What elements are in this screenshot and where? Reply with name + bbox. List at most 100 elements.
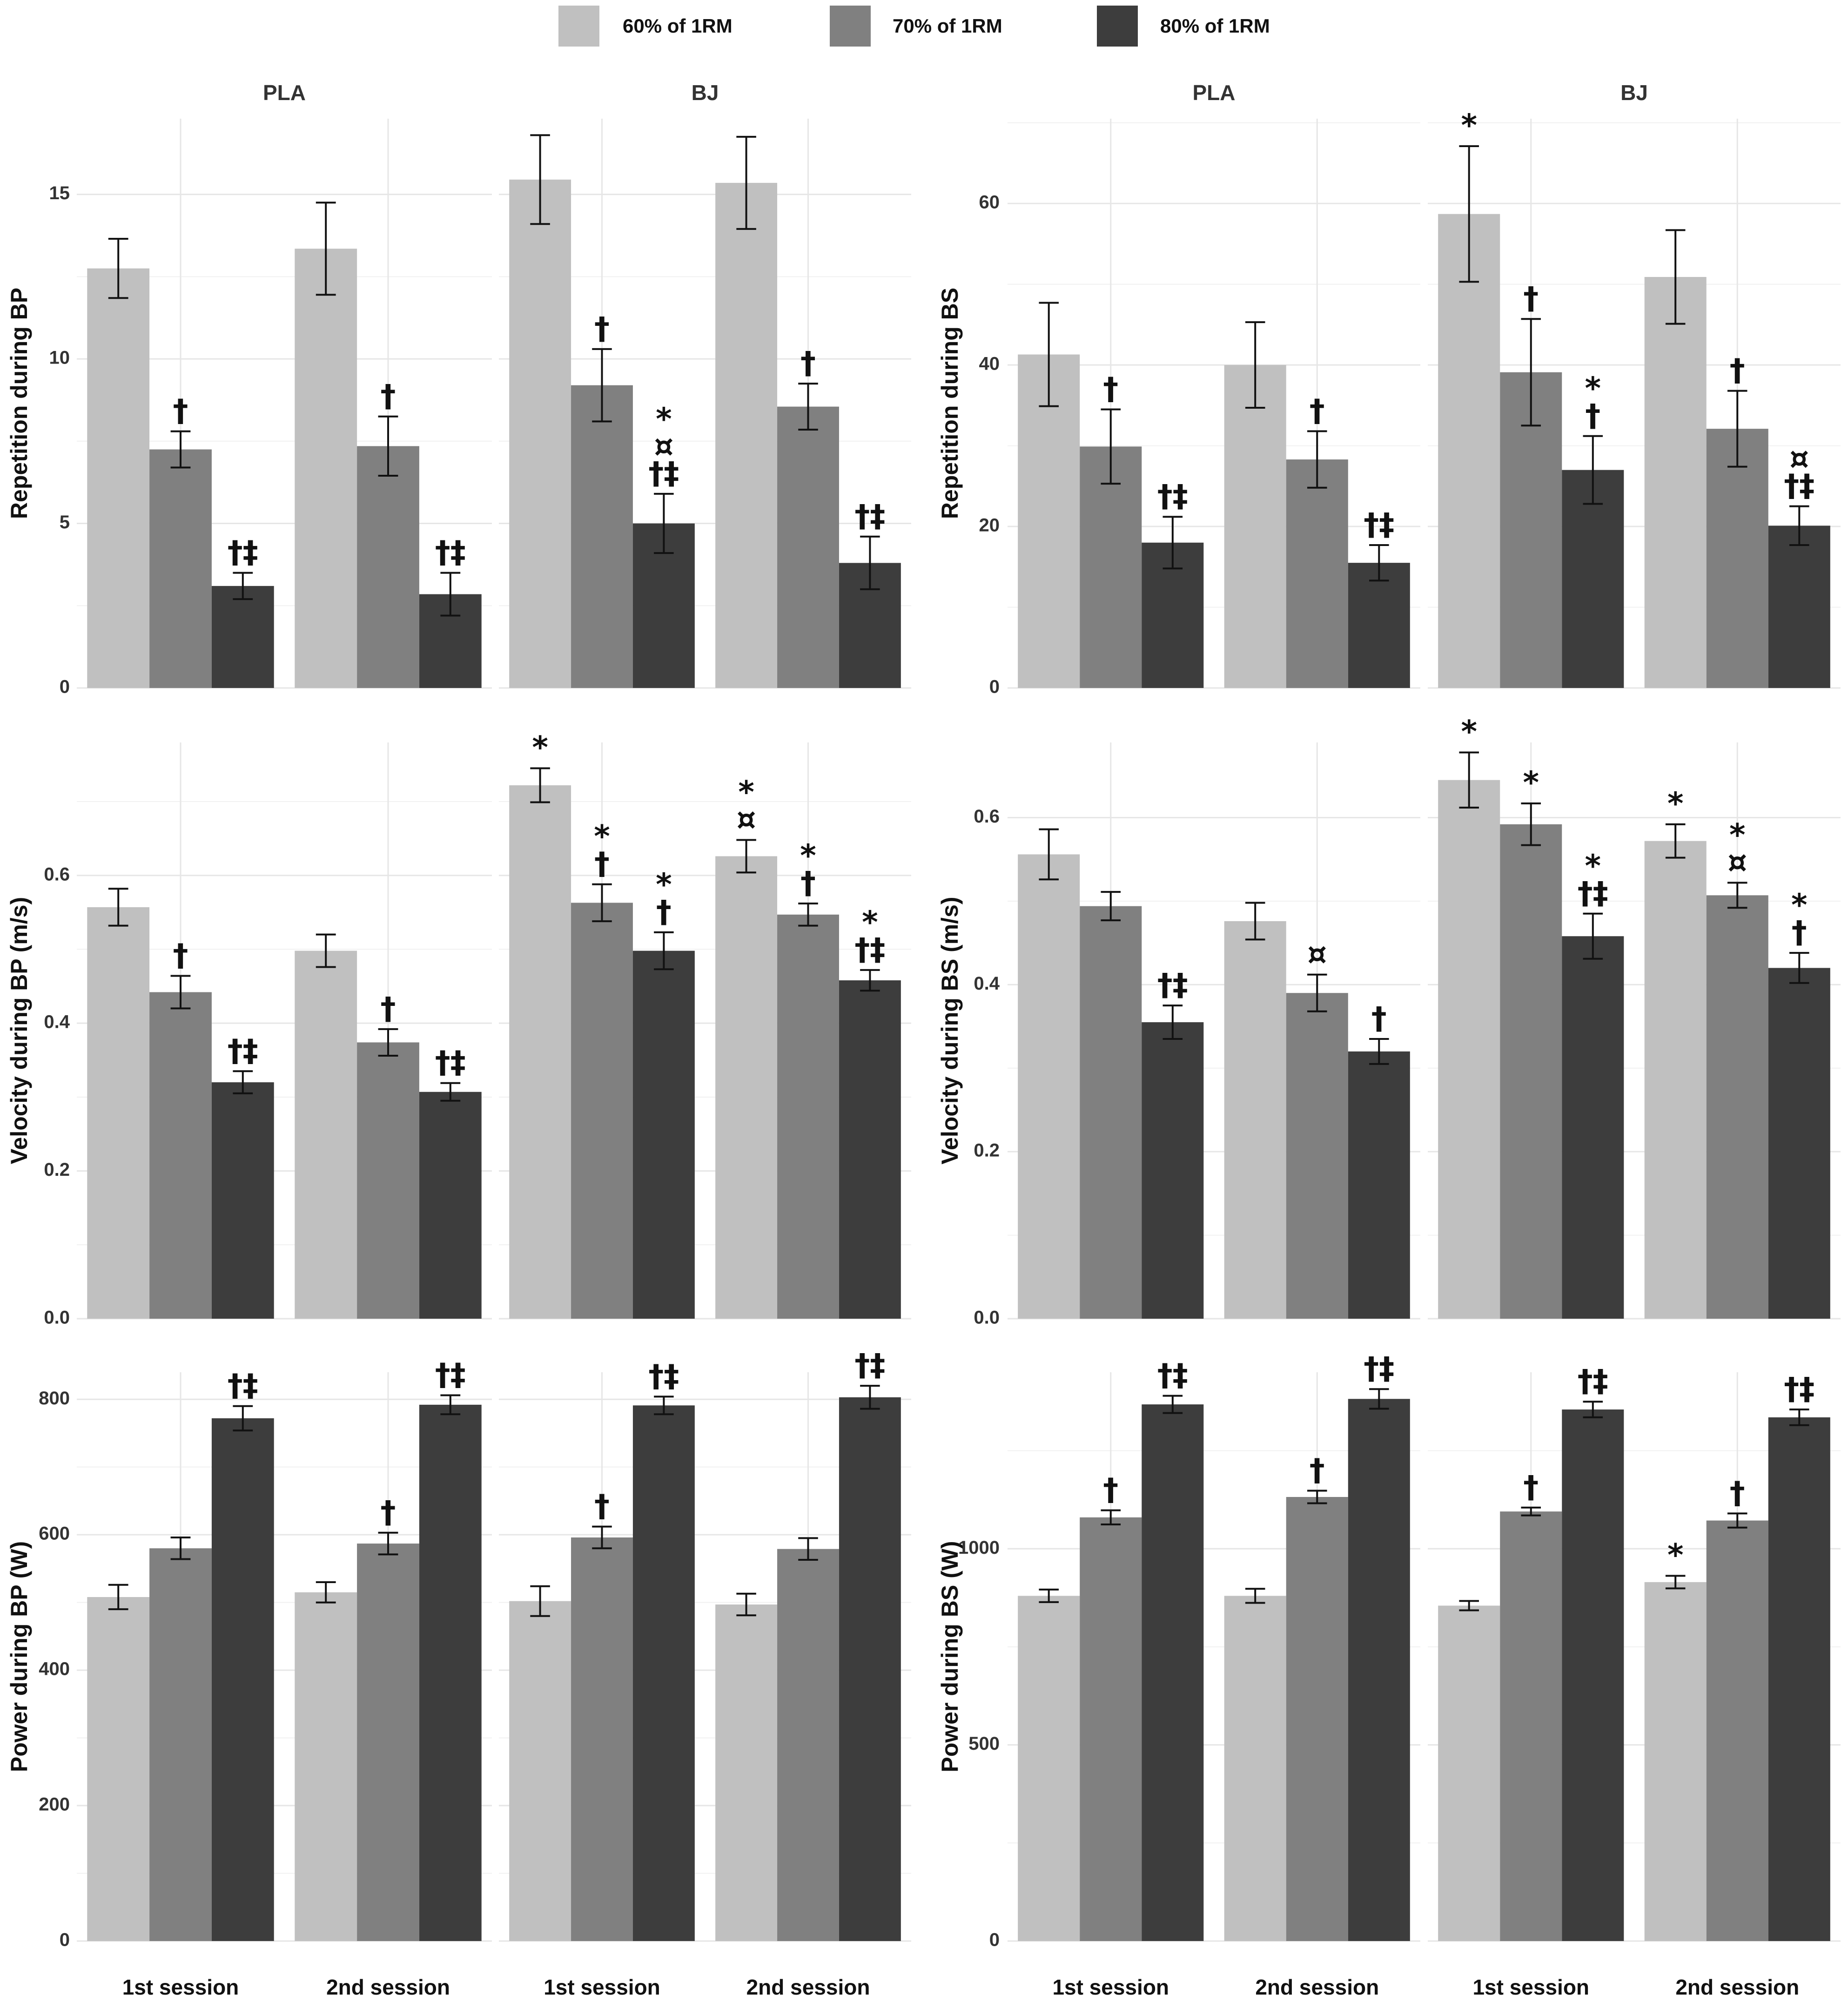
facet-panel-1: † †‡ †‡ 1st session 2nd session <box>499 1347 911 1999</box>
significance-mark: †‡ <box>1364 506 1394 542</box>
bar-70-pct <box>1080 446 1142 688</box>
error-bar <box>1583 1401 1603 1418</box>
significance-mark: ¤ <box>737 802 756 837</box>
bar-70-pct <box>357 446 419 688</box>
error-bar <box>1101 408 1121 485</box>
bar-80-pct <box>1348 1399 1410 1941</box>
bar-60-pct <box>509 1601 571 1941</box>
x-tick-label: 1st session <box>1052 1975 1169 1999</box>
bar-80-pct <box>1348 563 1410 688</box>
error-bar <box>1583 912 1603 960</box>
error-bar <box>378 1028 398 1057</box>
bar-70-pct <box>777 1549 839 1941</box>
bar-70-pct <box>1286 1497 1348 1941</box>
significance-mark: * <box>594 819 610 855</box>
significance-mark: †‡ <box>228 534 258 570</box>
plots-area: Repetition during BP051015PLA††‡††‡BJ†*¤… <box>6 81 1841 1999</box>
significance-mark: * <box>1667 786 1684 822</box>
significance-mark: †‡ <box>435 1045 466 1080</box>
significance-mark: †‡ <box>1157 478 1188 514</box>
facet-panel-0: † †‡ † †‡ 1st session 2nd session <box>1008 1350 1420 1999</box>
significance-mark: * <box>738 775 754 810</box>
y-tick-label: 0.6 <box>974 806 1000 827</box>
significance-mark: † <box>1310 1452 1325 1488</box>
error-bar <box>530 1585 550 1617</box>
bar-80-pct <box>211 1082 274 1319</box>
y-axis-label: Velocity during BS (m/s) <box>937 897 963 1164</box>
bar-80-pct <box>839 980 901 1319</box>
error-bar <box>530 767 550 803</box>
error-bar <box>108 1584 128 1611</box>
error-bar <box>170 1536 191 1560</box>
bar-80-pct <box>1142 1404 1204 1941</box>
error-bar <box>798 383 818 431</box>
error-bar <box>1789 505 1809 546</box>
significance-mark: †‡ <box>435 1356 466 1392</box>
facet-strip-label: BJ <box>1620 81 1648 105</box>
error-bar <box>378 415 398 477</box>
error-bar <box>1459 145 1479 283</box>
error-bar <box>1307 1490 1327 1504</box>
significance-mark: * <box>656 401 672 437</box>
significance-mark: * <box>1667 1537 1684 1573</box>
error-bar <box>1583 435 1603 505</box>
error-bar <box>316 933 336 968</box>
bar-80-pct <box>419 1404 482 1941</box>
significance-mark: †‡ <box>854 498 885 534</box>
legend-label-60: 60% of 1RM <box>623 15 732 37</box>
significance-mark: † <box>594 310 610 346</box>
significance-mark: † <box>1310 392 1325 428</box>
error-bar <box>736 839 756 874</box>
error-bar <box>1039 302 1059 407</box>
significance-mark: * <box>1461 714 1477 750</box>
bar-60-pct <box>1438 1605 1500 1941</box>
significance-mark: †‡ <box>228 1368 258 1403</box>
y-tick-label: 10 <box>49 348 70 368</box>
bar-60-pct <box>1018 854 1080 1319</box>
facet-strip-label: BJ <box>692 81 719 105</box>
significance-mark: † <box>594 846 610 882</box>
error-bar <box>233 1070 253 1094</box>
significance-mark: † <box>173 937 188 973</box>
significance-mark: †‡ <box>1157 1357 1188 1393</box>
panel-power-during-bp-w: Power during BP (W) 0 200 400 600 800 †‡ † †‡ 1st… <box>6 1347 911 1999</box>
significance-mark: † <box>381 991 396 1026</box>
bar-80-pct <box>211 1418 274 1941</box>
y-axis-label: Repetition during BS <box>937 288 963 519</box>
bar-70-pct <box>149 449 212 688</box>
bar-60-pct <box>509 179 571 688</box>
significance-mark: * <box>862 904 878 940</box>
significance-mark: ¤ <box>1307 936 1327 972</box>
error-bar <box>440 1394 461 1416</box>
bar-60-pct <box>1644 1582 1707 1941</box>
error-bar <box>1665 823 1686 859</box>
y-tick-label: 0.0 <box>974 1308 1000 1328</box>
bar-60-pct <box>509 785 571 1319</box>
error-bar <box>1521 802 1541 846</box>
error-bar <box>736 135 756 230</box>
error-bar <box>860 969 880 992</box>
x-tick-label: 2nd session <box>1675 1975 1799 1999</box>
bar-60-pct <box>715 856 778 1319</box>
error-bar <box>1369 1038 1389 1065</box>
y-tick-label: 20 <box>979 515 1000 536</box>
bar-70-pct <box>1706 1520 1768 1941</box>
error-bar <box>654 492 674 554</box>
significance-mark: † <box>173 393 188 429</box>
error-bar <box>1459 1600 1479 1611</box>
legend-swatch-60 <box>558 6 599 47</box>
error-bar <box>592 1525 612 1550</box>
panel-repetition-during-bs: Repetition during BS0204060PLA††‡††‡BJ*†… <box>937 81 1841 697</box>
bar-60-pct <box>715 182 778 688</box>
error-bar <box>1789 952 1809 984</box>
error-bar <box>233 1405 253 1432</box>
error-bar <box>798 903 818 927</box>
error-bar <box>860 535 880 590</box>
error-bar <box>378 1531 398 1556</box>
panel-power-during-bs-w: Power during BS (W) 0 500 1000 † †‡ † †‡ 1st ses… <box>937 1350 1841 1999</box>
error-bar <box>736 1592 756 1617</box>
error-bar <box>1727 1512 1747 1529</box>
bar-80-pct <box>1562 1409 1624 1941</box>
significance-mark: †‡ <box>228 1032 258 1068</box>
facet-bj: BJ†*¤†‡††‡ <box>499 81 911 689</box>
